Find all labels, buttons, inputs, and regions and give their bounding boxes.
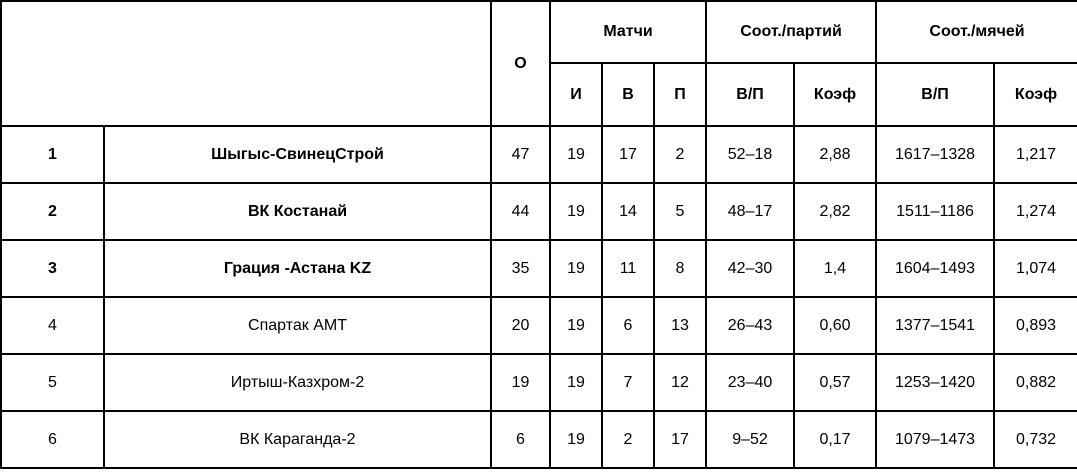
header-row-sub: И В П В/П Коэф В/П Коэф xyxy=(1,62,1077,127)
ball-coef-cell: 1,217 xyxy=(993,125,1077,184)
team-cell: Иртыш-Казхром-2 xyxy=(103,353,492,412)
wins-cell: 7 xyxy=(601,353,655,412)
games-cell: 19 xyxy=(549,410,603,469)
table-row: 5 Иртыш-Казхром-2 19 19 7 12 23–40 0,57 … xyxy=(0,353,1077,412)
header-ball-ratio: В/П xyxy=(875,62,996,127)
rank-cell: 3 xyxy=(0,239,105,298)
rank-cell: 2 xyxy=(0,182,105,241)
games-cell: 19 xyxy=(549,239,603,298)
header-set-coef: Коэф xyxy=(793,62,878,127)
team-cell: Спартак АМТ xyxy=(103,296,492,355)
set-ratio-cell: 26–43 xyxy=(705,296,796,355)
team-cell: ВК Костанай xyxy=(103,182,492,241)
losses-cell: 13 xyxy=(652,296,708,355)
wins-cell: 11 xyxy=(601,239,655,298)
team-cell: Грация -Астана KZ xyxy=(103,239,492,298)
set-coef-cell: 0,17 xyxy=(793,410,878,469)
set-coef-cell: 0,57 xyxy=(793,353,878,412)
losses-cell: 2 xyxy=(652,125,708,184)
header-row-groups: О Матчи Соот./партий Соот./мячей xyxy=(0,0,1077,127)
rank-cell: 4 xyxy=(0,296,105,355)
losses-cell: 5 xyxy=(652,182,708,241)
losses-cell: 17 xyxy=(652,410,708,469)
header-group-sets: Соот./партий xyxy=(705,0,878,64)
table-row: 6 ВК Караганда-2 6 19 2 17 9–52 0,17 107… xyxy=(0,410,1077,469)
points-cell: 20 xyxy=(490,296,551,355)
set-coef-cell: 2,82 xyxy=(793,182,878,241)
losses-cell: 12 xyxy=(652,353,708,412)
points-cell: 44 xyxy=(490,182,551,241)
ball-coef-cell: 0,882 xyxy=(993,353,1077,412)
points-cell: 47 xyxy=(490,125,551,184)
header-wins: В xyxy=(601,62,655,127)
wins-cell: 14 xyxy=(601,182,655,241)
set-ratio-cell: 23–40 xyxy=(705,353,796,412)
set-ratio-cell: 42–30 xyxy=(705,239,796,298)
points-cell: 35 xyxy=(490,239,551,298)
team-cell: ВК Караганда-2 xyxy=(103,410,492,469)
ball-ratio-cell: 1511–1186 xyxy=(875,182,996,241)
header-set-ratio: В/П xyxy=(705,62,796,127)
set-coef-cell: 2,88 xyxy=(793,125,878,184)
ball-ratio-cell: 1253–1420 xyxy=(875,353,996,412)
games-cell: 19 xyxy=(549,182,603,241)
rank-cell: 5 xyxy=(0,353,105,412)
team-cell: Шыгыс-СвинецСтрой xyxy=(103,125,492,184)
ball-ratio-cell: 1377–1541 xyxy=(875,296,996,355)
ball-ratio-cell: 1079–1473 xyxy=(875,410,996,469)
games-cell: 19 xyxy=(549,296,603,355)
losses-cell: 8 xyxy=(652,239,708,298)
rank-cell: 1 xyxy=(0,125,105,184)
header-games: И xyxy=(549,62,603,127)
table-row: 4 Спартак АМТ 20 19 6 13 26–43 0,60 1377… xyxy=(0,296,1077,355)
wins-cell: 6 xyxy=(601,296,655,355)
set-ratio-cell: 48–17 xyxy=(705,182,796,241)
table-row: 2 ВК Костанай 44 19 14 5 48–17 2,82 1511… xyxy=(0,182,1077,241)
ball-coef-cell: 0,732 xyxy=(993,410,1077,469)
header-group-matches: Матчи xyxy=(548,0,708,64)
header-points: О xyxy=(490,0,551,127)
wins-cell: 17 xyxy=(601,125,655,184)
wins-cell: 2 xyxy=(601,410,655,469)
set-ratio-cell: 9–52 xyxy=(705,410,796,469)
table-row: 1 Шыгыс-СвинецСтрой 47 19 17 2 52–18 2,8… xyxy=(0,125,1077,184)
points-cell: 6 xyxy=(490,410,551,469)
ball-coef-cell: 1,074 xyxy=(993,239,1077,298)
set-coef-cell: 0,60 xyxy=(793,296,878,355)
ball-ratio-cell: 1617–1328 xyxy=(875,125,996,184)
games-cell: 19 xyxy=(549,353,603,412)
ball-ratio-cell: 1604–1493 xyxy=(875,239,996,298)
header-group-balls: Соот./мячей xyxy=(875,0,1077,64)
set-coef-cell: 1,4 xyxy=(793,239,878,298)
points-cell: 19 xyxy=(490,353,551,412)
ball-coef-cell: 0,893 xyxy=(993,296,1077,355)
header-losses: П xyxy=(652,62,708,127)
set-ratio-cell: 52–18 xyxy=(705,125,796,184)
rank-cell: 6 xyxy=(0,410,105,469)
ball-coef-cell: 1,274 xyxy=(993,182,1077,241)
header-ball-coef: Коэф xyxy=(993,62,1077,127)
table-row: 3 Грация -Астана KZ 35 19 11 8 42–30 1,4… xyxy=(0,239,1077,298)
games-cell: 19 xyxy=(549,125,603,184)
header-spacer-cell xyxy=(0,0,492,127)
